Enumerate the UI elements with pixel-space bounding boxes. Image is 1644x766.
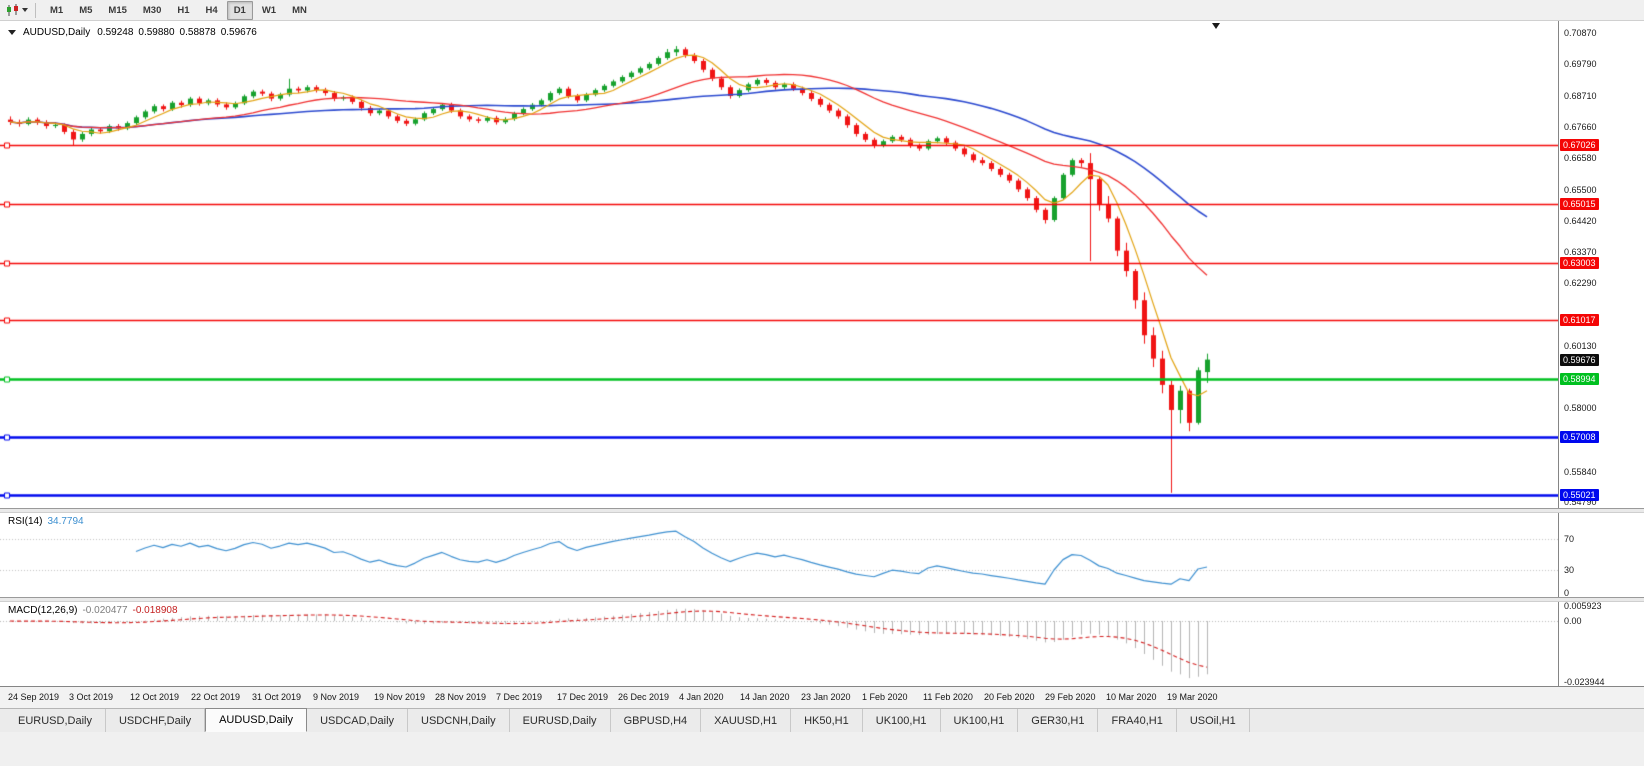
date-label: 19 Mar 2020: [1167, 692, 1218, 702]
date-label: 9 Nov 2019: [313, 692, 360, 702]
candlestick-chart-icon[interactable]: [5, 3, 21, 17]
date-label: 24 Sep 2019: [8, 692, 60, 702]
level-price-label: 0.57008: [1560, 431, 1599, 444]
level-price-label: 0.55021: [1560, 489, 1599, 502]
main-price-chart-canvas[interactable]: [0, 21, 1558, 508]
timeframe-button-M1[interactable]: M1: [50, 4, 64, 16]
panel-splitter[interactable]: [0, 508, 1644, 513]
date-label: 26 Dec 2019: [618, 692, 670, 702]
rsi-indicator-canvas[interactable]: [0, 512, 1558, 597]
date-label: 20 Feb 2020: [984, 692, 1035, 702]
date-label: 22 Oct 2019: [191, 692, 241, 702]
chart-tab-XAUUSD-H1[interactable]: XAUUSD,H1: [701, 709, 792, 732]
chart-close-value: 0.59676: [220, 27, 257, 38]
macd-tick-label: 0.005923: [1564, 601, 1602, 611]
date-label: 31 Oct 2019: [252, 692, 302, 702]
rsi-tick-label: 30: [1564, 564, 1575, 575]
date-label: 4 Jan 2020: [679, 692, 724, 702]
chart-header: AUDUSD,Daily 0.59248 0.59880 0.58878 0.5…: [8, 27, 257, 38]
chart-tab-UK100-H1[interactable]: UK100,H1: [940, 709, 1019, 732]
chart-tab-FRA40-H1[interactable]: FRA40,H1: [1098, 709, 1177, 732]
price-tick-label: 0.65500: [1564, 184, 1597, 195]
date-label: 14 Jan 2020: [740, 692, 790, 702]
timeframe-button-MN[interactable]: MN: [292, 4, 307, 16]
rsi-indicator-value: 34.7794: [47, 516, 84, 527]
price-tick-label: 0.64420: [1564, 216, 1597, 227]
timeframe-button-group: M1 M5 M15 M30 H1 H4 D1 W1 MN: [42, 0, 315, 20]
toolbar-separator: [35, 2, 36, 18]
date-label: 7 Dec 2019: [496, 692, 543, 702]
price-axis[interactable]: 0.70870 0.69790 0.68710 0.67660 0.66580 0.655…: [1558, 21, 1644, 687]
date-label: 12 Oct 2019: [130, 692, 180, 702]
date-label: 29 Feb 2020: [1045, 692, 1096, 702]
chart-shift-marker-icon[interactable]: [1212, 23, 1220, 29]
chart-tab-AUDUSD-Daily[interactable]: AUDUSD,Daily: [205, 708, 308, 732]
price-tick-label: 0.62290: [1564, 278, 1597, 289]
price-tick-label: 0.67660: [1564, 121, 1597, 132]
date-label: 3 Oct 2019: [69, 692, 114, 702]
date-label: 23 Jan 2020: [801, 692, 851, 702]
price-tick-label: 0.66580: [1564, 153, 1597, 164]
dropdown-caret-icon[interactable]: [22, 8, 28, 12]
chart-tab-EURUSD-Daily[interactable]: EURUSD,Daily: [5, 709, 106, 732]
price-tick-label: 0.55840: [1564, 466, 1597, 477]
timeframe-button-D1[interactable]: D1: [226, 0, 253, 20]
chart-context-caret-icon[interactable]: [8, 30, 16, 35]
macd-header: MACD(12,26,9) -0.020477 -0.018908: [8, 605, 178, 616]
chart-low-value: 0.58878: [179, 27, 216, 38]
chart-high-value: 0.59880: [138, 27, 175, 38]
macd-main-value: -0.020477: [82, 605, 128, 616]
chart-tab-HK50-H1[interactable]: HK50,H1: [791, 709, 863, 732]
price-tick-label: 0.58000: [1564, 403, 1597, 414]
rsi-header: RSI(14) 34.7794: [8, 516, 84, 527]
chart-tab-USDCHF-Daily[interactable]: USDCHF,Daily: [105, 709, 206, 732]
macd-signal-value: -0.018908: [132, 605, 178, 616]
macd-indicator-name: MACD(12,26,9): [8, 605, 78, 616]
rsi-indicator-name: RSI(14): [8, 516, 43, 527]
timeframe-button-M5[interactable]: M5: [79, 4, 93, 16]
timeframe-button-W1[interactable]: W1: [261, 4, 277, 16]
chart-tab-EURUSD-Daily[interactable]: EURUSD,Daily: [509, 709, 611, 732]
panel-splitter[interactable]: [0, 597, 1644, 602]
macd-tick-label: -0.023944: [1564, 676, 1605, 687]
level-price-label: 0.63003: [1560, 256, 1599, 269]
date-label: 28 Nov 2019: [435, 692, 487, 702]
timeframe-button-H4[interactable]: H4: [205, 4, 218, 16]
date-label: 10 Mar 2020: [1106, 692, 1157, 702]
chart-tab-GER30-H1[interactable]: GER30,H1: [1018, 709, 1099, 732]
timeframe-button-M15[interactable]: M15: [108, 4, 127, 16]
chart-tab-UK100-H1[interactable]: UK100,H1: [862, 709, 941, 732]
chart-symbol-period: AUDUSD,Daily: [23, 27, 91, 38]
price-tick-label: 0.68710: [1564, 90, 1597, 101]
chart-tab-USOil-H1[interactable]: USOil,H1: [1176, 709, 1250, 732]
date-label: 1 Feb 2020: [862, 692, 908, 702]
time-axis[interactable]: 24 Sep 2019 3 Oct 2019 12 Oct 2019 22 Oct 2…: [0, 686, 1644, 708]
chart-tab-USDCNH-Daily[interactable]: USDCNH,Daily: [408, 709, 510, 732]
chart-tab-USDCAD-Daily[interactable]: USDCAD,Daily: [307, 709, 409, 732]
rsi-tick-label: 0: [1564, 588, 1570, 599]
price-tick-label: 0.63370: [1564, 246, 1597, 257]
chart-tab-bar: EURUSD,Daily USDCHF,Daily AUDUSD,Daily USDC…: [0, 708, 1644, 732]
date-label: 11 Feb 2020: [923, 692, 973, 702]
chart-tab-GBPUSD-H4[interactable]: GBPUSD,H4: [610, 709, 702, 732]
level-price-label: 0.67026: [1560, 139, 1599, 152]
level-price-label: 0.58994: [1560, 373, 1599, 386]
price-tick-label: 0.60130: [1564, 341, 1597, 352]
level-price-label: 0.65015: [1560, 197, 1599, 210]
macd-tick-label: 0.00: [1564, 616, 1582, 627]
chart-open-value: 0.59248: [97, 27, 134, 38]
date-label: 17 Dec 2019: [557, 692, 609, 702]
price-tick-label: 0.70870: [1564, 27, 1597, 38]
price-tick-label: 0.69790: [1564, 59, 1597, 70]
bid-price-label: 0.59676: [1560, 353, 1599, 366]
timeframe-toolbar: M1 M5 M15 M30 H1 H4 D1 W1 MN: [0, 0, 1644, 21]
level-price-label: 0.61017: [1560, 314, 1599, 327]
rsi-tick-label: 70: [1564, 534, 1575, 545]
price-tick-label: 0.54790: [1564, 497, 1597, 508]
date-label: 19 Nov 2019: [374, 692, 426, 702]
timeframe-button-H1[interactable]: H1: [177, 4, 190, 16]
macd-indicator-canvas[interactable]: [0, 601, 1558, 686]
timeframe-button-M30[interactable]: M30: [142, 4, 162, 16]
